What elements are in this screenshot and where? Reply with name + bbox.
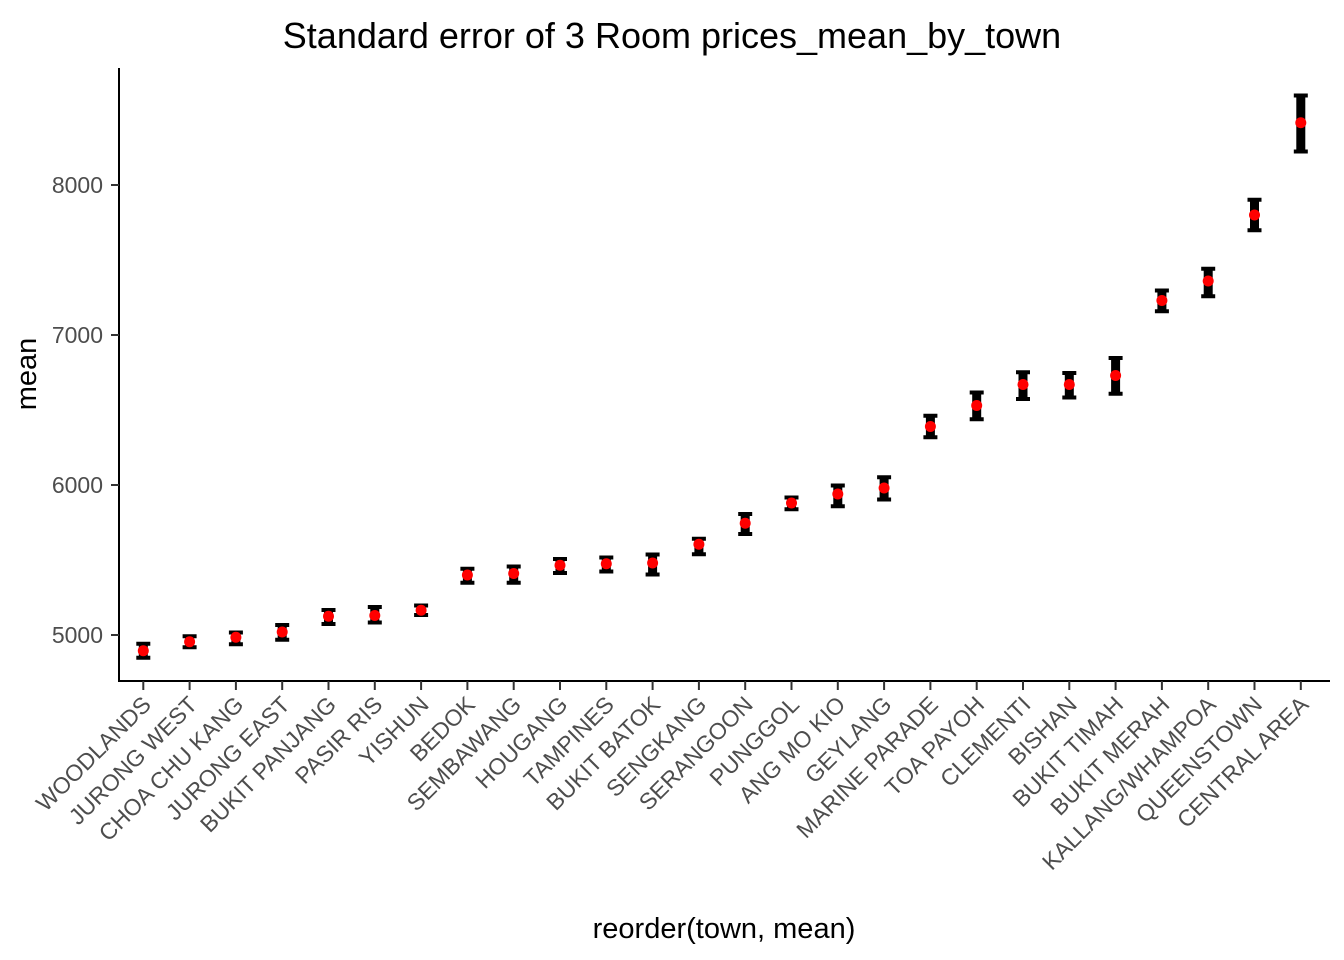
data-point [600, 558, 612, 570]
data-point [415, 604, 427, 616]
data-marks [136, 93, 1308, 660]
data-point [1063, 379, 1075, 390]
data-point [647, 557, 659, 569]
y-tick-label: 8000 [52, 172, 103, 198]
data-point [878, 482, 890, 494]
data-point [323, 610, 334, 622]
x-axis-title: reorder(town, mean) [593, 913, 856, 945]
data-point [508, 568, 520, 579]
data-point [1110, 370, 1122, 381]
data-point [1017, 379, 1029, 390]
data-point [924, 421, 936, 432]
data-point [786, 497, 797, 509]
y-axis-title: mean [11, 338, 43, 411]
data-point [1249, 209, 1260, 221]
y-axis-ticks: 5000 6000 7000 8000 [52, 172, 119, 648]
data-point [184, 636, 196, 648]
y-tick-label: 7000 [52, 322, 103, 348]
data-point [461, 569, 473, 581]
data-point [1156, 295, 1168, 306]
data-point [276, 626, 288, 638]
data-point [832, 488, 844, 500]
data-point [739, 517, 751, 529]
data-point [137, 645, 149, 657]
data-point [230, 631, 242, 643]
data-point [971, 400, 983, 411]
data-point [554, 559, 566, 571]
y-tick-label: 6000 [52, 472, 103, 498]
data-point [369, 610, 381, 621]
data-point [1295, 117, 1307, 129]
y-tick-label: 5000 [52, 622, 103, 648]
data-point [693, 538, 705, 550]
data-point [1202, 275, 1214, 287]
chart-title: Standard error of 3 Room prices_mean_by_… [283, 15, 1061, 56]
